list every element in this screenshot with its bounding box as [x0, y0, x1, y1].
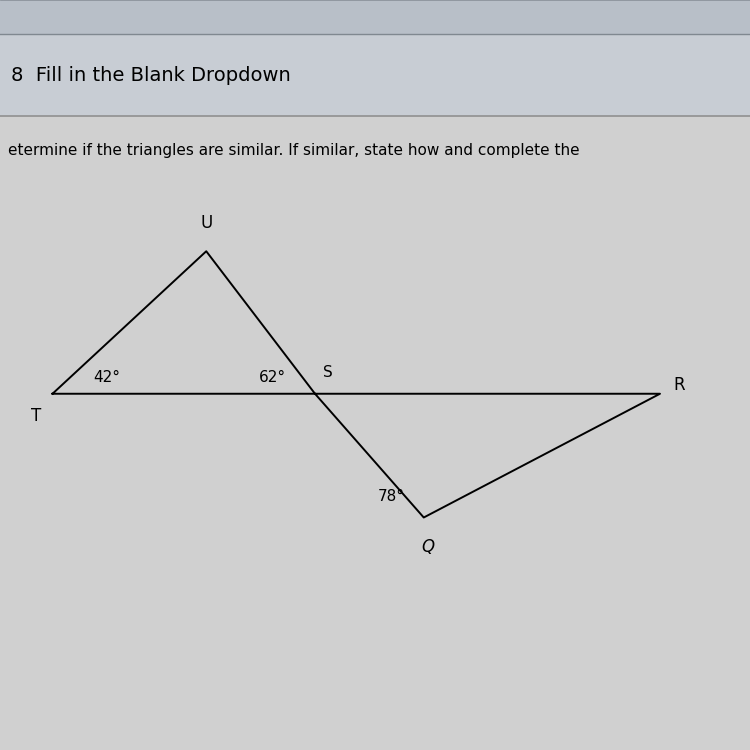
Text: R: R: [674, 376, 686, 394]
Text: 78°: 78°: [378, 489, 405, 504]
Text: U: U: [200, 214, 212, 232]
Text: 62°: 62°: [259, 370, 286, 385]
Bar: [0, 34, 750, 116]
Text: etermine if the triangles are similar. If similar, state how and complete the: etermine if the triangles are similar. I…: [8, 142, 579, 158]
Text: T: T: [31, 407, 41, 425]
Text: S: S: [322, 365, 332, 380]
Text: 8  Fill in the Blank Dropdown: 8 Fill in the Blank Dropdown: [11, 65, 291, 85]
Bar: [0, 0, 750, 34]
Text: 42°: 42°: [94, 370, 121, 385]
Text: Q: Q: [421, 538, 434, 556]
